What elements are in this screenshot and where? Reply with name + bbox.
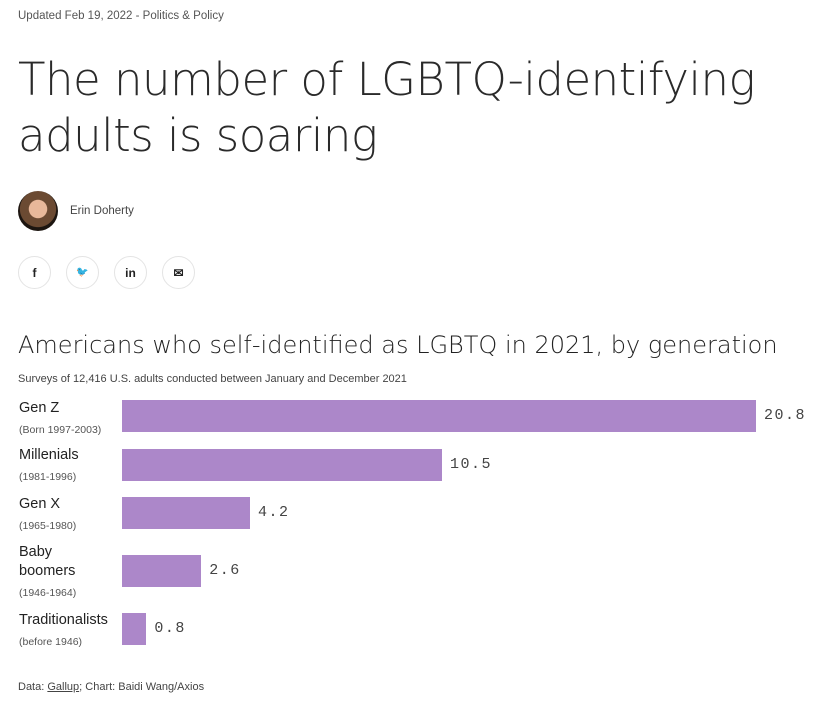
email-icon: ✉ — [173, 265, 184, 280]
category-note: (1965-1980) — [19, 520, 77, 532]
category-label: Gen Z (Born 1997-2003) — [19, 399, 129, 440]
twitter-icon: 🐦 — [76, 267, 89, 278]
chart-title: Americans who self-identified as LGBTQ i… — [18, 331, 778, 359]
facebook-share-button[interactable]: f — [18, 256, 51, 289]
chart-source: Data: Gallup; Chart: Baidi Wang/Axios — [18, 681, 204, 693]
article-meta: Updated Feb 19, 2022 - Politics & Policy — [18, 10, 224, 22]
facebook-icon: f — [32, 265, 37, 280]
source-prefix: Data: — [18, 681, 48, 693]
source-suffix: ; Chart: Baidi Wang/Axios — [79, 681, 205, 693]
category-note: (1946-1964) — [19, 587, 77, 599]
category-name: Baby boomers — [19, 544, 76, 579]
category-label: Millenials (1981-1996) — [19, 446, 129, 487]
category-label: Baby boomers (1946-1964) — [19, 543, 129, 603]
value-label: 10.5 — [450, 456, 493, 473]
twitter-share-button[interactable]: 🐦 — [66, 256, 99, 289]
bar-gen-z — [122, 400, 756, 432]
category-label: Traditionalists (before 1946) — [19, 611, 129, 652]
bar-traditionalists — [122, 613, 147, 645]
author-avatar[interactable] — [18, 191, 58, 231]
value-label: 2.6 — [209, 562, 241, 579]
email-share-button[interactable]: ✉ — [162, 256, 195, 289]
value-label: 0.8 — [154, 620, 186, 637]
category-note: (before 1946) — [19, 636, 83, 648]
category-name: Gen Z — [19, 400, 60, 416]
bar-baby-boomers — [122, 555, 202, 587]
bar-millenials — [122, 449, 443, 481]
chart-subtitle: Surveys of 12,416 U.S. adults conducted … — [18, 373, 407, 385]
category-name: Gen X — [19, 496, 61, 512]
category-label: Gen X (1965-1980) — [19, 495, 129, 536]
category-note: (1981-1996) — [19, 471, 77, 483]
category-note: (Born 1997-2003) — [19, 424, 102, 436]
article-title: The number of LGBTQ-identifying adults i… — [18, 53, 756, 162]
category-name: Traditionalists — [19, 612, 108, 628]
linkedin-share-button[interactable]: in — [114, 256, 147, 289]
author-name[interactable]: Erin Doherty — [70, 205, 134, 217]
category-name: Millenials — [19, 447, 79, 463]
value-label: 4.2 — [258, 504, 290, 521]
value-label: 20.8 — [764, 407, 807, 424]
linkedin-icon: in — [125, 265, 136, 280]
gallup-link[interactable]: Gallup — [47, 681, 80, 693]
bar-gen-x — [122, 497, 251, 529]
